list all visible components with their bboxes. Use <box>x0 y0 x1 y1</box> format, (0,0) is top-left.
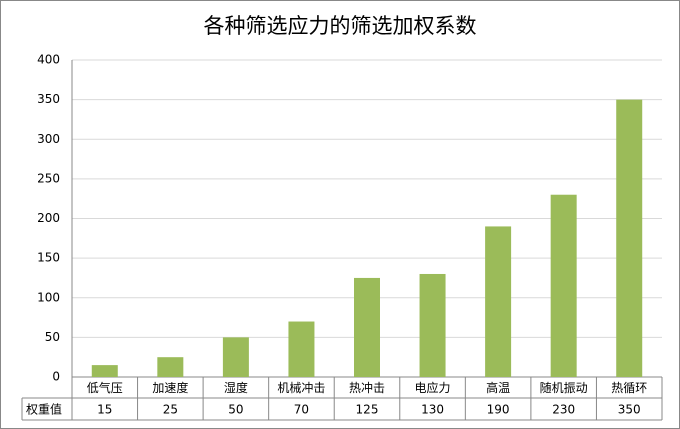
bar <box>550 194 577 377</box>
x-tick-label: 机械冲击 <box>277 380 325 395</box>
bar <box>157 357 184 377</box>
x-tick-label: 随机振动 <box>540 380 588 395</box>
legend-label: 权重值 <box>26 402 62 417</box>
x-tick-label: 湿度 <box>224 380 248 395</box>
y-tick-label: 350 <box>37 92 60 106</box>
table-value: 25 <box>163 403 178 417</box>
table-value: 230 <box>552 403 575 417</box>
y-tick-label: 400 <box>37 53 60 67</box>
x-tick-label: 热冲击 <box>349 380 385 395</box>
bar <box>288 321 315 377</box>
x-tick-label: 热循环 <box>611 381 647 395</box>
bar <box>354 277 380 377</box>
table-value: 50 <box>228 403 243 417</box>
y-tick-label: 50 <box>45 330 60 344</box>
y-tick-label: 200 <box>37 211 60 225</box>
table-value: 70 <box>294 403 309 417</box>
y-tick-label: 250 <box>37 171 60 185</box>
y-tick-label: 0 <box>52 370 60 384</box>
chart-title: 各种筛选应力的筛选加权系数 <box>204 14 477 38</box>
bar <box>485 226 512 377</box>
x-tick-label: 高温 <box>486 380 510 395</box>
bar <box>222 337 249 377</box>
table-value: 190 <box>487 403 510 417</box>
table-value: 350 <box>618 403 641 417</box>
x-tick-label: 加速度 <box>152 380 188 395</box>
bar <box>419 273 446 377</box>
y-tick-label: 150 <box>37 251 60 265</box>
table-value: 15 <box>97 403 112 417</box>
x-tick-label: 低气压 <box>87 380 123 395</box>
bar <box>91 365 118 377</box>
table-value: 125 <box>356 403 379 417</box>
y-tick-label: 100 <box>37 290 60 304</box>
bar <box>616 99 643 377</box>
y-tick-label: 300 <box>37 132 60 146</box>
table-value: 130 <box>421 403 444 417</box>
x-tick-label: 电应力 <box>415 380 451 395</box>
